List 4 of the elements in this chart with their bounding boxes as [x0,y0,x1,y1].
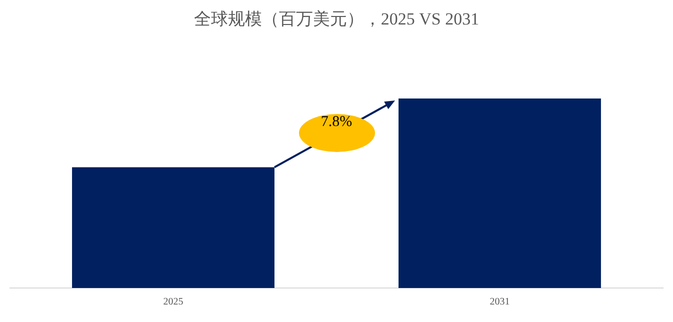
chart-title: 全球规模（百万美元），2025 VS 2031 [194,10,480,29]
x-tick-label: 2025 [163,296,184,308]
x-tick-label: 2031 [490,296,510,308]
annotation: 7.8% [298,114,374,152]
